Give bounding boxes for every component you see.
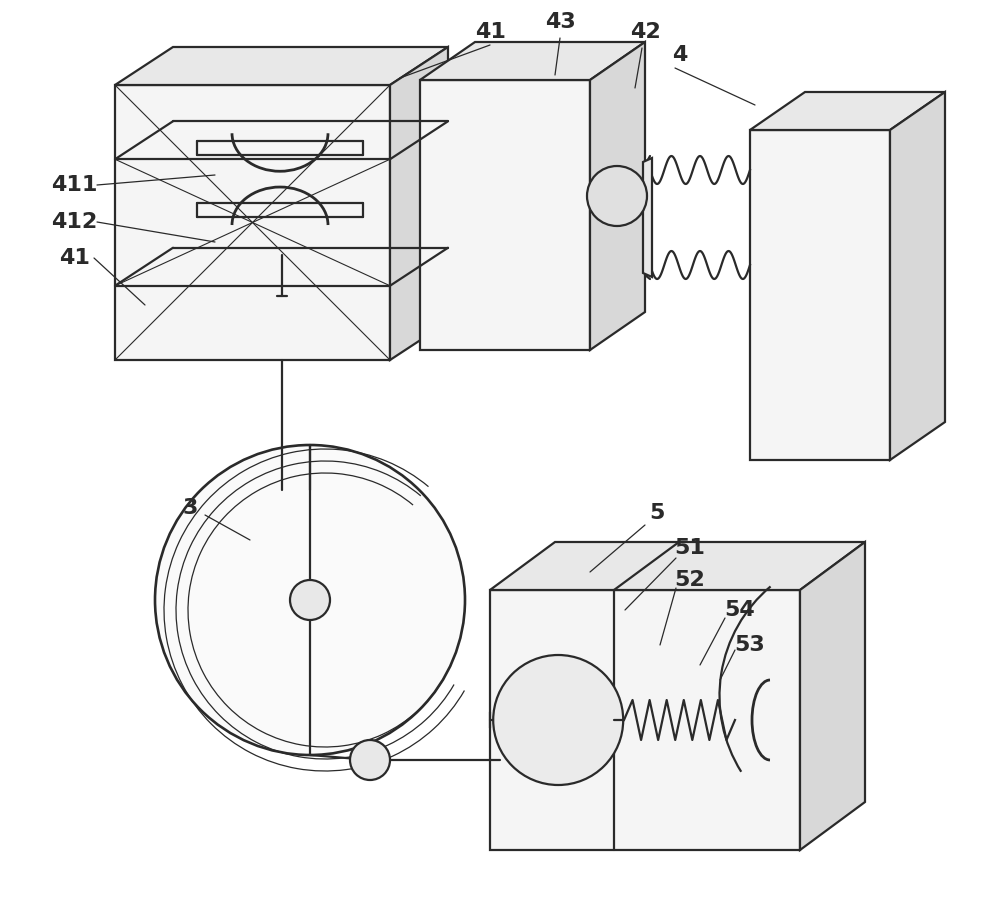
Text: 3: 3 xyxy=(182,498,198,518)
Polygon shape xyxy=(420,42,645,80)
Polygon shape xyxy=(590,42,645,350)
Text: 4: 4 xyxy=(672,45,688,65)
Polygon shape xyxy=(390,47,448,360)
Text: 41: 41 xyxy=(475,22,505,42)
Polygon shape xyxy=(490,542,865,590)
Text: 42: 42 xyxy=(630,22,660,42)
Polygon shape xyxy=(420,80,590,350)
Polygon shape xyxy=(800,542,865,850)
Polygon shape xyxy=(115,47,448,85)
Polygon shape xyxy=(490,590,800,850)
Polygon shape xyxy=(750,92,945,130)
Polygon shape xyxy=(890,92,945,460)
Text: 53: 53 xyxy=(735,635,765,655)
Polygon shape xyxy=(643,158,652,277)
Circle shape xyxy=(155,445,465,755)
Text: 52: 52 xyxy=(675,570,705,590)
Polygon shape xyxy=(115,85,390,360)
Text: 5: 5 xyxy=(649,503,665,523)
Polygon shape xyxy=(750,130,890,460)
Circle shape xyxy=(290,580,330,620)
Text: 411: 411 xyxy=(51,175,97,195)
Circle shape xyxy=(587,166,647,226)
Text: 43: 43 xyxy=(545,12,575,32)
Text: 54: 54 xyxy=(725,600,755,620)
Circle shape xyxy=(493,655,623,785)
Text: 412: 412 xyxy=(51,212,97,232)
Text: 51: 51 xyxy=(675,538,705,558)
Text: 41: 41 xyxy=(59,248,89,268)
Circle shape xyxy=(350,740,390,780)
